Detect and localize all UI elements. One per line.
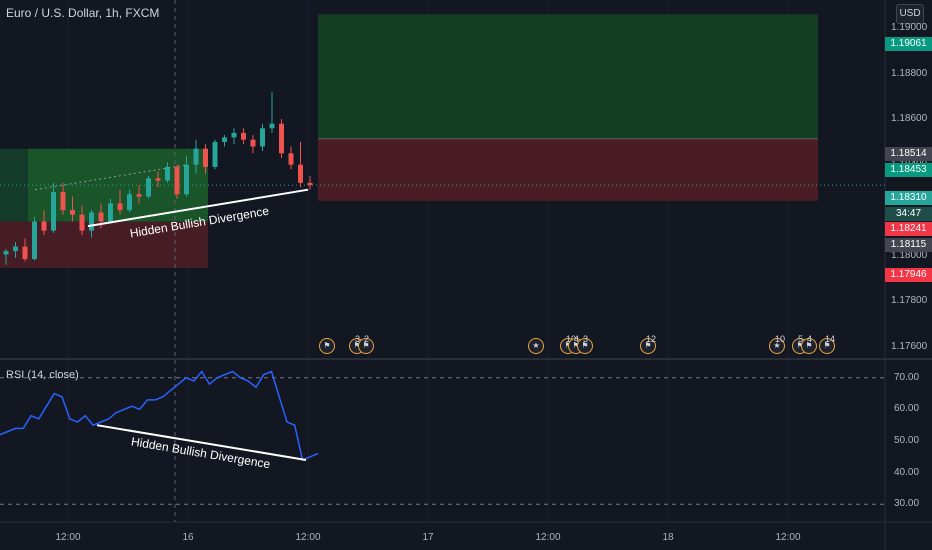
- candle-body: [3, 251, 9, 255]
- price-divergence-line: [87, 188, 309, 228]
- candle-body: [32, 221, 37, 260]
- price-tick-label: 1.17600: [891, 340, 928, 352]
- rsi-tick-label: 50.00: [894, 435, 920, 446]
- candle-body: [117, 203, 123, 211]
- candle-body: [279, 123, 284, 154]
- time-tick-label: 12:00: [535, 532, 561, 543]
- price-tag: 1.17946: [885, 268, 932, 282]
- candle-body: [127, 194, 132, 211]
- time-tick-label: 12:00: [295, 532, 321, 543]
- price-tick-label: 1.18800: [891, 67, 928, 79]
- candle-body: [184, 164, 189, 195]
- event-count: 3: [355, 334, 361, 344]
- candle-body: [22, 246, 28, 260]
- time-tick-label: 16: [182, 532, 194, 543]
- rsi-tick-label: 60.00: [894, 403, 920, 415]
- rsi-divergence-line: [96, 424, 307, 461]
- candle-body: [60, 191, 66, 211]
- rsi-tick-label: 30.00: [894, 498, 920, 510]
- rsi-tick-label: 70.00: [894, 371, 920, 383]
- us-flag-event-icon[interactable]: ⚑: [801, 338, 817, 354]
- price-tag: 1.18115: [885, 238, 932, 252]
- candle-body: [260, 128, 265, 147]
- candle-body: [155, 178, 161, 181]
- price-tag: 1.18241: [885, 222, 932, 236]
- candle-body: [250, 139, 256, 147]
- price-tag: 1.18453: [885, 163, 932, 177]
- us-flag-event-icon[interactable]: ⚑: [358, 338, 374, 354]
- stop-loss-zone: [318, 138, 818, 201]
- rsi-tick-label: 40.00: [894, 466, 920, 478]
- candle-body: [269, 123, 275, 129]
- trend-line-dotted: [34, 164, 189, 191]
- us-flag-event-icon[interactable]: ⚑: [319, 338, 335, 354]
- time-tick-label: 12:00: [775, 532, 801, 543]
- candle-body: [70, 210, 75, 215]
- candle-body: [89, 212, 94, 231]
- currency-button[interactable]: USD: [896, 4, 924, 24]
- candle-body: [13, 246, 18, 252]
- event-count: 12: [646, 334, 657, 344]
- event-count: 14: [825, 334, 836, 344]
- candle-body: [108, 203, 113, 222]
- candle-body: [288, 153, 294, 165]
- symbol-title[interactable]: Euro / U.S. Dollar, 1h, FXCM: [6, 6, 160, 20]
- candle-body: [136, 194, 142, 197]
- candle-body: [193, 148, 199, 165]
- event-count: 3: [583, 334, 589, 344]
- rsi-line: [0, 370, 319, 462]
- candle-body: [212, 141, 218, 167]
- candle-body: [146, 178, 151, 197]
- eu-flag-event-icon[interactable]: ★: [769, 338, 785, 354]
- price-tick-label: 1.19000: [891, 22, 928, 34]
- candle-body: [79, 214, 85, 231]
- rsi-indicator-title[interactable]: RSI (14, close): [6, 369, 79, 381]
- us-flag-event-icon[interactable]: ⚑: [819, 338, 835, 354]
- event-count: 10: [775, 334, 786, 344]
- event-count: 5: [798, 334, 804, 344]
- candle-body: [51, 191, 56, 231]
- event-count: 2: [364, 334, 370, 344]
- price-tag: 34:47: [885, 207, 932, 221]
- candle-body: [241, 132, 246, 140]
- candle-body: [203, 148, 208, 167]
- eu-flag-event-icon[interactable]: ★: [528, 338, 544, 354]
- candle-body: [222, 137, 227, 142]
- candle-body: [41, 221, 47, 231]
- price-tag: 1.18310: [885, 191, 932, 205]
- target-profit-zone: [318, 14, 818, 139]
- candle-body: [174, 166, 180, 195]
- price-tag: 1.18514: [885, 147, 932, 161]
- price-tick-label: 1.18000: [891, 249, 928, 261]
- candle-body: [98, 212, 104, 222]
- event-count: 4: [807, 334, 813, 344]
- candle-body: [231, 132, 237, 138]
- rsi-divergence-label: Hidden Bullish Divergence: [130, 434, 271, 471]
- price-tag: 1.19061: [885, 37, 932, 51]
- price-tick-label: 1.17800: [891, 295, 928, 307]
- time-tick-label: 12:00: [55, 532, 81, 543]
- candle-body: [298, 164, 303, 183]
- time-tick-label: 17: [422, 532, 434, 543]
- us-flag-event-icon[interactable]: ⚑: [577, 338, 593, 354]
- us-flag-event-icon[interactable]: ⚑: [640, 338, 656, 354]
- time-tick-label: 18: [662, 532, 674, 543]
- price-tick-label: 1.18600: [891, 113, 928, 125]
- candle-body: [165, 166, 170, 181]
- event-count: 4: [574, 334, 580, 344]
- candle-body: [307, 182, 313, 186]
